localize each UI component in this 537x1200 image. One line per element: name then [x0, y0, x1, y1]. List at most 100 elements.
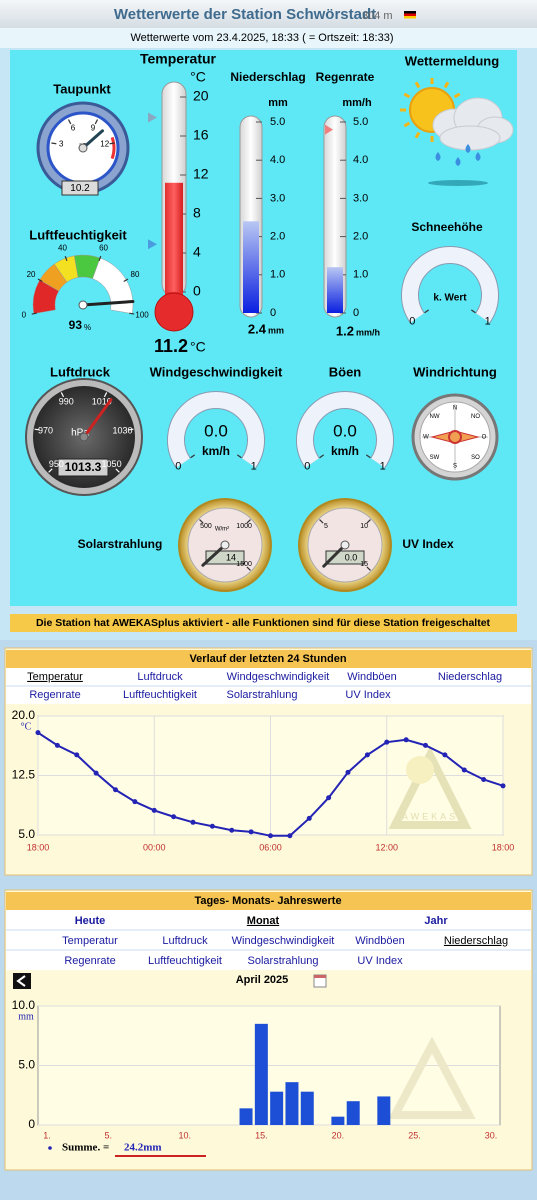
gauge-tick-label: 1010	[92, 397, 112, 407]
tube-tick-label: 2.0	[353, 231, 368, 243]
compass-point: NO	[471, 414, 480, 420]
tab[interactable]: Windgeschwindigkeit	[227, 671, 330, 683]
gauge-tick-label: 9	[91, 124, 96, 133]
x-tick-label: 20.	[332, 1130, 345, 1140]
gauge-tick-label: 500	[200, 523, 212, 530]
y-tick-label: 0	[28, 1117, 35, 1131]
calendar-icon[interactable]	[313, 974, 327, 988]
y-tick-label: 20.0	[12, 708, 36, 722]
y-tick-label: 5.0	[18, 827, 35, 841]
tab[interactable]: Niederschlag	[444, 935, 508, 947]
gauge-tick-label: 100	[135, 311, 149, 320]
sun-ray	[403, 121, 411, 128]
wind-arrow	[430, 430, 480, 444]
tab[interactable]: Solarstrahlung	[248, 955, 319, 967]
watermark-sun	[406, 756, 434, 784]
line-point	[35, 730, 41, 736]
tab[interactable]: Regenrate	[29, 689, 80, 701]
bar	[346, 1101, 360, 1125]
y-unit: mm	[18, 1011, 34, 1022]
gauge-tick-label: 20	[27, 270, 36, 279]
gauge-tick-label: 1500	[236, 561, 252, 568]
gauge-tick	[246, 519, 251, 524]
bar	[300, 1091, 314, 1125]
line-point	[268, 833, 273, 839]
watermark	[388, 746, 472, 829]
archive-header	[6, 892, 531, 910]
tab[interactable]: UV Index	[357, 955, 403, 967]
tab[interactable]: Luftdruck	[137, 671, 183, 683]
gauge-value: 2.4	[248, 321, 267, 336]
gauge-tick	[115, 468, 120, 473]
gauge-tick	[190, 454, 196, 459]
gauge-needle	[322, 543, 347, 568]
gauge-label: Wettermeldung	[405, 53, 499, 68]
line-point	[74, 752, 80, 758]
gauge-tick-label: 0	[22, 311, 27, 320]
gauge-tick-label: 40	[58, 244, 67, 253]
tab[interactable]: Temperatur	[27, 671, 83, 683]
tab[interactable]: Solarstrahlung	[227, 689, 298, 701]
bar	[270, 1091, 284, 1125]
cloud	[439, 125, 501, 151]
sun-ray	[443, 81, 450, 89]
gauge-tick-label: 0	[409, 315, 415, 327]
tube-tick-label: 5.0	[353, 116, 368, 128]
tab[interactable]: Temperatur	[62, 935, 118, 947]
tab[interactable]: Niederschlag	[438, 671, 502, 683]
tube-tick-label: 0	[270, 307, 276, 319]
history-header	[6, 650, 531, 668]
gauge-unit: °C	[190, 69, 206, 85]
x-tick-label: 25.	[408, 1130, 421, 1140]
line-point	[345, 769, 351, 775]
compass-hub	[448, 430, 462, 444]
line-point	[93, 770, 99, 776]
rain-max-marker	[325, 124, 333, 135]
temp-min-marker	[148, 239, 157, 250]
gauge-tick-label: 6	[71, 124, 76, 133]
tab[interactable]: Luftfeuchtigkeit	[148, 955, 222, 967]
tube-fill	[327, 267, 343, 313]
tube-tick-label: 16	[193, 127, 209, 143]
compass-point: O	[482, 435, 487, 441]
arch-track	[168, 392, 264, 468]
tube-bulb	[154, 292, 194, 332]
gauge-value: 0.0	[345, 552, 358, 562]
back-button[interactable]	[13, 973, 31, 989]
subtitle-bar	[0, 28, 537, 48]
line-point	[326, 795, 332, 801]
x-tick-label: 00:00	[143, 842, 166, 852]
line-point	[113, 787, 118, 793]
period-tab[interactable]: Monat	[247, 915, 280, 927]
gauge-tick-label: 0	[304, 460, 310, 472]
arch-track	[297, 392, 393, 468]
gauge-unit: hPa	[71, 428, 89, 439]
gauge-needle	[82, 398, 113, 439]
period-tab[interactable]: Heute	[75, 915, 106, 927]
history-title: Verlauf der letzten 24 Stunden	[189, 653, 346, 665]
line-point	[229, 827, 235, 833]
x-tick-label: 15.	[255, 1130, 268, 1140]
gauge-tick-label: 970	[38, 425, 53, 435]
gauge-tick	[128, 428, 134, 431]
tab[interactable]: Windböen	[347, 671, 397, 683]
gauge-tick	[31, 312, 37, 315]
tab[interactable]: Regenrate	[64, 955, 115, 967]
tube-fill	[243, 221, 259, 313]
gauge-tick	[64, 255, 68, 262]
gauge-unit: km/h	[331, 444, 359, 458]
y-tick-label: 12.5	[12, 768, 36, 782]
tab[interactable]: Windgeschwindigkeit	[232, 935, 335, 947]
rain-drop	[435, 152, 441, 161]
tab[interactable]: UV Index	[345, 689, 391, 701]
period-tab[interactable]: Jahr	[424, 915, 448, 927]
archive-title: Tages- Monats- Jahreswerte	[194, 895, 341, 907]
gauge-label: Schneehöhe	[411, 220, 483, 234]
compass-point: N	[453, 406, 457, 412]
tab[interactable]: Luftfeuchtigkeit	[123, 689, 197, 701]
gauge-tick-label: 1	[485, 315, 491, 327]
gauge-tick-label: 0	[175, 460, 181, 472]
tab[interactable]: Windböen	[355, 935, 405, 947]
tube-tick-label: 4.0	[270, 154, 285, 166]
tab[interactable]: Luftdruck	[162, 935, 208, 947]
